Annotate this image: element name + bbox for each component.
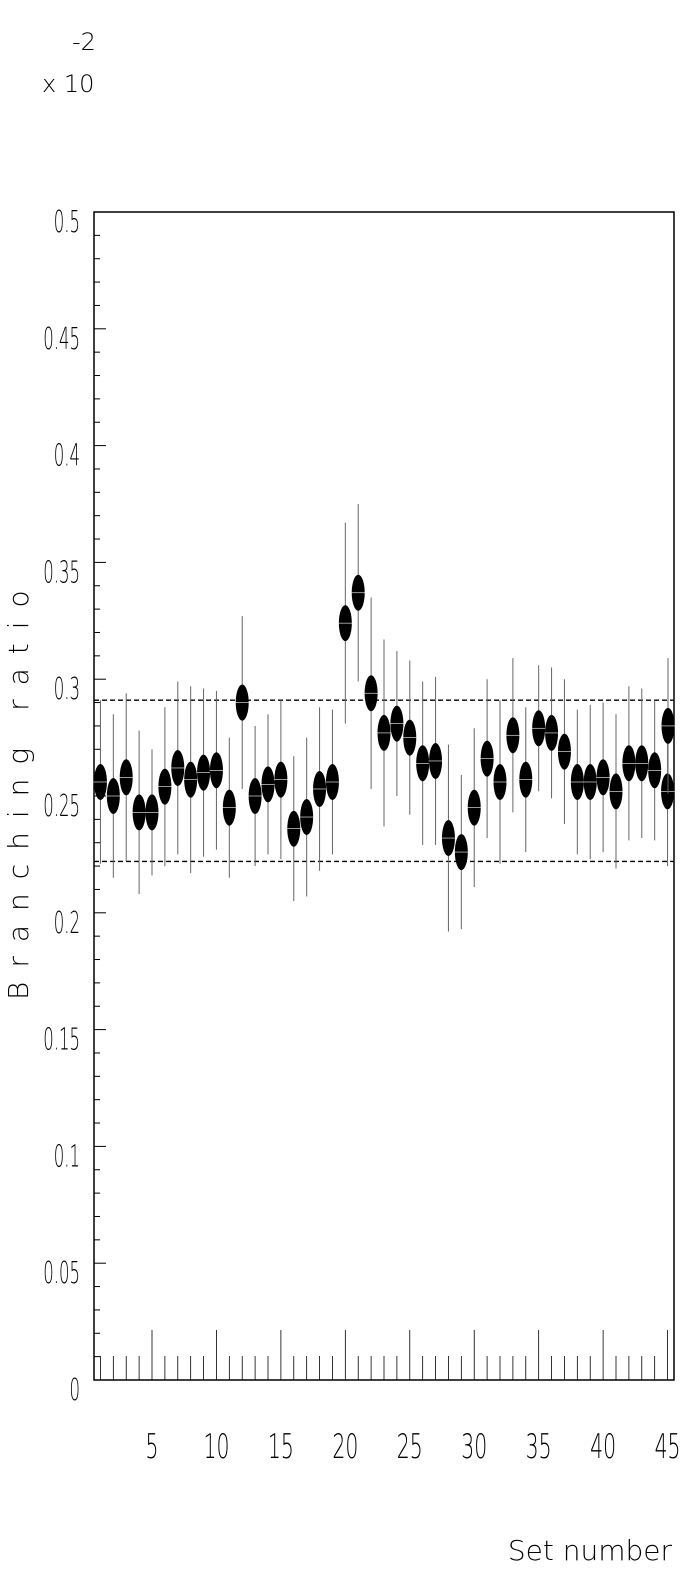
data-point [441,744,456,932]
y-tick-label: 0.05 [43,1256,80,1291]
data-point [145,749,159,876]
data-point [531,665,546,792]
data-point [570,709,585,855]
data-point [351,504,366,682]
x-tick-label: 45 [655,1426,680,1466]
y-tick-label: 0.1 [54,1139,80,1174]
data-point [634,688,649,839]
data-point [415,681,430,846]
data-point [493,700,507,864]
y-tick-label: 0.25 [43,789,80,824]
data-point [480,679,495,839]
x-tick-label: 30 [461,1426,487,1466]
data-point [183,686,198,874]
data-point [338,522,353,724]
data-point [596,702,611,853]
y-tick-label: 0.45 [43,322,80,357]
data-point [273,700,288,860]
data-point [621,686,636,841]
data-point [505,658,520,813]
x-tick-label: 15 [268,1426,294,1466]
data-point [261,714,275,855]
y-tick-label: 0.35 [43,555,80,590]
data-point [235,616,250,789]
y-axis-multiplier: x 10 [42,70,94,98]
y-axis-label: Branching ratio [2,576,35,1000]
data-point [389,651,404,796]
y-tick-label: 0 [70,1373,80,1408]
data-point [222,737,237,878]
data-point [248,725,263,867]
y-axis-multiplier-exponent: -2 [72,28,96,56]
data-point [312,707,327,871]
data-point [377,639,391,827]
data-point [209,690,224,850]
data-point [106,714,121,878]
data-point [299,737,314,897]
data-point [609,714,623,869]
data-point [544,667,559,799]
data-point [93,700,108,864]
data-point [402,660,417,815]
x-axis-label: Set number [508,1534,673,1567]
data-point [428,676,443,846]
data-point [454,774,469,930]
y-tick-label: 0.3 [54,672,80,707]
data-points [93,504,675,932]
y-axis-ticks: 0 0.05 0.1 0.15 0.2 0.25 0.3 0.35 0.4 0.45 0.5 [43,205,106,1408]
y-tick-label: 0.15 [43,1022,80,1057]
data-point [467,728,482,888]
data-point [518,707,533,853]
x-tick-label: 20 [332,1426,358,1466]
x-axis-ticks: 5 10 15 20 25 30 35 40 45 [100,1330,680,1466]
y-tick-label: 0.4 [54,438,80,473]
data-point [286,756,301,902]
data-point [119,693,134,862]
x-tick-label: 40 [590,1426,616,1466]
data-point [661,658,675,794]
data-point [132,730,147,895]
data-point [325,709,340,855]
y-tick-label: 0.5 [54,205,80,240]
data-point [583,704,598,860]
data-point [157,707,172,867]
x-tick-label: 25 [397,1426,423,1466]
y-tick-label: 0.2 [54,906,80,941]
data-point [647,700,662,841]
data-point [557,679,572,825]
data-point [170,681,185,855]
x-tick-label: 35 [526,1426,552,1466]
data-point [364,597,379,789]
x-tick-label: 5 [146,1426,159,1466]
x-tick-label: 10 [203,1426,229,1466]
data-point [196,688,211,857]
